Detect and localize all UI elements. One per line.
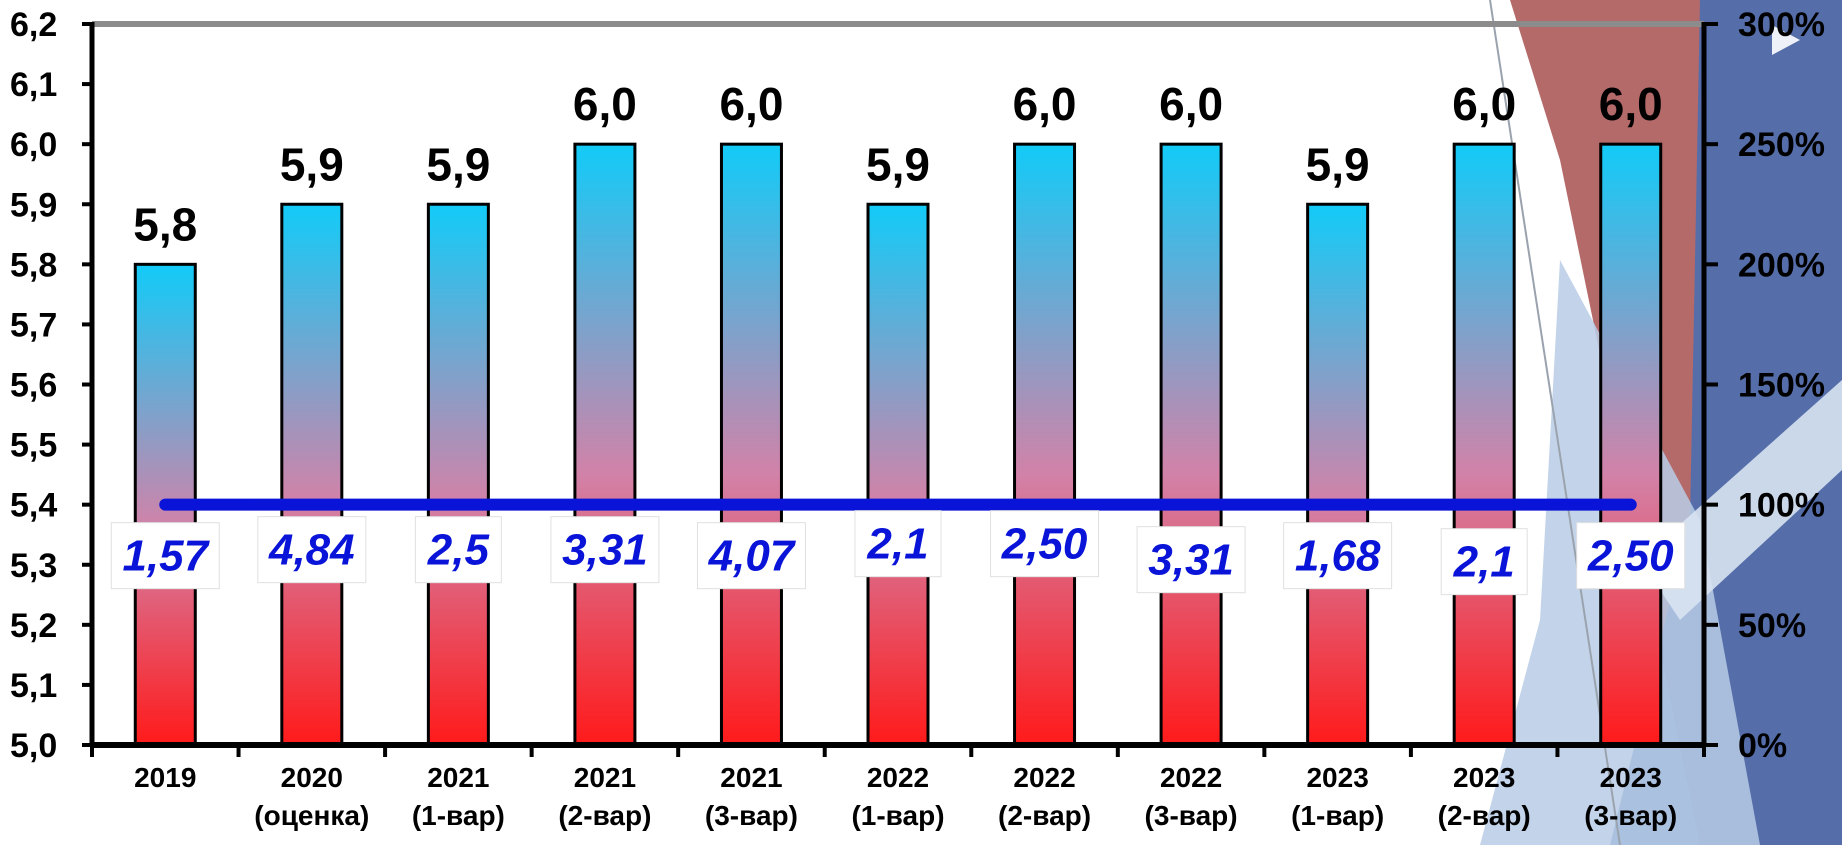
bar-value-label: 5,9 (280, 138, 344, 190)
x-tick-label: (3-вар) (1145, 800, 1238, 831)
y-tick-label: 5,6 (10, 367, 57, 405)
decor-light-sliver (1640, 380, 1842, 620)
bar (573, 142, 637, 747)
bar-value-label: 6,0 (719, 78, 783, 130)
x-tick-label: (оценка) (254, 800, 369, 831)
line-value-box (257, 516, 367, 584)
x-tick-label: 2021 (427, 762, 489, 793)
x-tick-label: 2022 (867, 762, 929, 793)
x-tick-label: 2020 (281, 762, 343, 793)
x-tick-label: (1-вар) (412, 800, 505, 831)
bar-value-label: 5,9 (1306, 138, 1370, 190)
bar (866, 202, 930, 747)
x-tick-label: (2-вар) (998, 800, 1091, 831)
x-tick-label: (3-вар) (1584, 800, 1677, 831)
line-value-label: 1,57 (122, 532, 210, 581)
bar (280, 202, 344, 747)
y2-tick-label: 150% (1738, 367, 1825, 405)
y-tick-label: 6,2 (10, 6, 57, 44)
line-value-label: 1,68 (1295, 532, 1381, 581)
bar-value-label: 5,8 (133, 198, 197, 250)
x-tick-label: (1-вар) (1291, 800, 1384, 831)
bar (426, 202, 490, 747)
y2-tick-label: 50% (1738, 607, 1806, 645)
bar-value-label: 6,0 (1013, 78, 1077, 130)
bar-value-label: 5,9 (866, 138, 930, 190)
line-value-label: 4,84 (268, 526, 355, 575)
y-tick-label: 5,2 (10, 607, 57, 645)
bar-value-label: 6,0 (1452, 78, 1516, 130)
line-value-box (1576, 522, 1686, 590)
x-tick-label: 2023 (1453, 762, 1515, 793)
decorative-background-shapes (1480, 0, 1842, 845)
line-value-box (1136, 526, 1246, 594)
line-value-box (414, 516, 502, 584)
y2-tick-label: 200% (1738, 246, 1825, 284)
line-value-box (1440, 528, 1528, 596)
y-tick-label: 6,1 (10, 66, 57, 104)
y-tick-label: 5,7 (10, 306, 57, 344)
bar-value-label: 6,0 (1599, 78, 1663, 130)
x-tick-label: 2023 (1306, 762, 1368, 793)
y-tick-label: 5,8 (10, 246, 57, 284)
y2-tick-label: 100% (1738, 487, 1825, 525)
line-value-box (550, 516, 660, 584)
bar-value-label: 6,0 (573, 78, 637, 130)
line-value-box (110, 522, 220, 590)
line-value-box (1283, 522, 1393, 590)
decor-thin-line (1489, 0, 1621, 845)
y-tick-label: 5,3 (10, 547, 57, 585)
y-tick-label: 5,1 (10, 667, 57, 705)
line-value-label: 2,1 (866, 520, 928, 569)
bar (1159, 142, 1223, 747)
line-value-label: 2,50 (1001, 520, 1088, 569)
x-tick-label: 2022 (1013, 762, 1075, 793)
line-value-box (990, 510, 1100, 578)
line-value-box (854, 510, 942, 578)
line-value-label: 2,1 (1453, 538, 1515, 587)
y-tick-label: 5,5 (10, 427, 57, 465)
bar (1306, 202, 1370, 747)
bar (1013, 142, 1077, 747)
x-tick-label: 2019 (134, 762, 196, 793)
x-tick-label: (2-вар) (1438, 800, 1531, 831)
line-value-label: 3,31 (1148, 536, 1234, 585)
x-tick-label: (1-вар) (851, 800, 944, 831)
x-tick-label: 2021 (574, 762, 636, 793)
bar (1452, 142, 1516, 747)
x-tick-label: (2-вар) (558, 800, 651, 831)
line-value-label: 3,31 (562, 526, 648, 575)
x-tick-label: 2021 (720, 762, 782, 793)
decor-arrow-shape (1772, 25, 1800, 55)
x-tick-label: (3-вар) (705, 800, 798, 831)
y2-tick-label: 300% (1738, 6, 1825, 44)
bar-value-label: 5,9 (426, 138, 490, 190)
line-value-label: 4,07 (708, 532, 797, 581)
y-tick-label: 5,9 (10, 186, 57, 224)
x-tick-label: 2023 (1600, 762, 1662, 793)
y2-tick-label: 0% (1738, 727, 1787, 765)
y-tick-label: 5,0 (10, 727, 57, 765)
bar (719, 142, 783, 747)
line-value-label: 2,50 (1587, 532, 1674, 581)
line-value-label: 2,5 (427, 526, 490, 575)
y-tick-label: 6,0 (10, 126, 57, 164)
y-tick-label: 5,4 (10, 487, 57, 525)
bar-value-label: 6,0 (1159, 78, 1223, 130)
bar (1599, 142, 1663, 747)
y2-tick-label: 250% (1738, 126, 1825, 164)
line-value-box (696, 522, 806, 590)
x-tick-label: 2022 (1160, 762, 1222, 793)
